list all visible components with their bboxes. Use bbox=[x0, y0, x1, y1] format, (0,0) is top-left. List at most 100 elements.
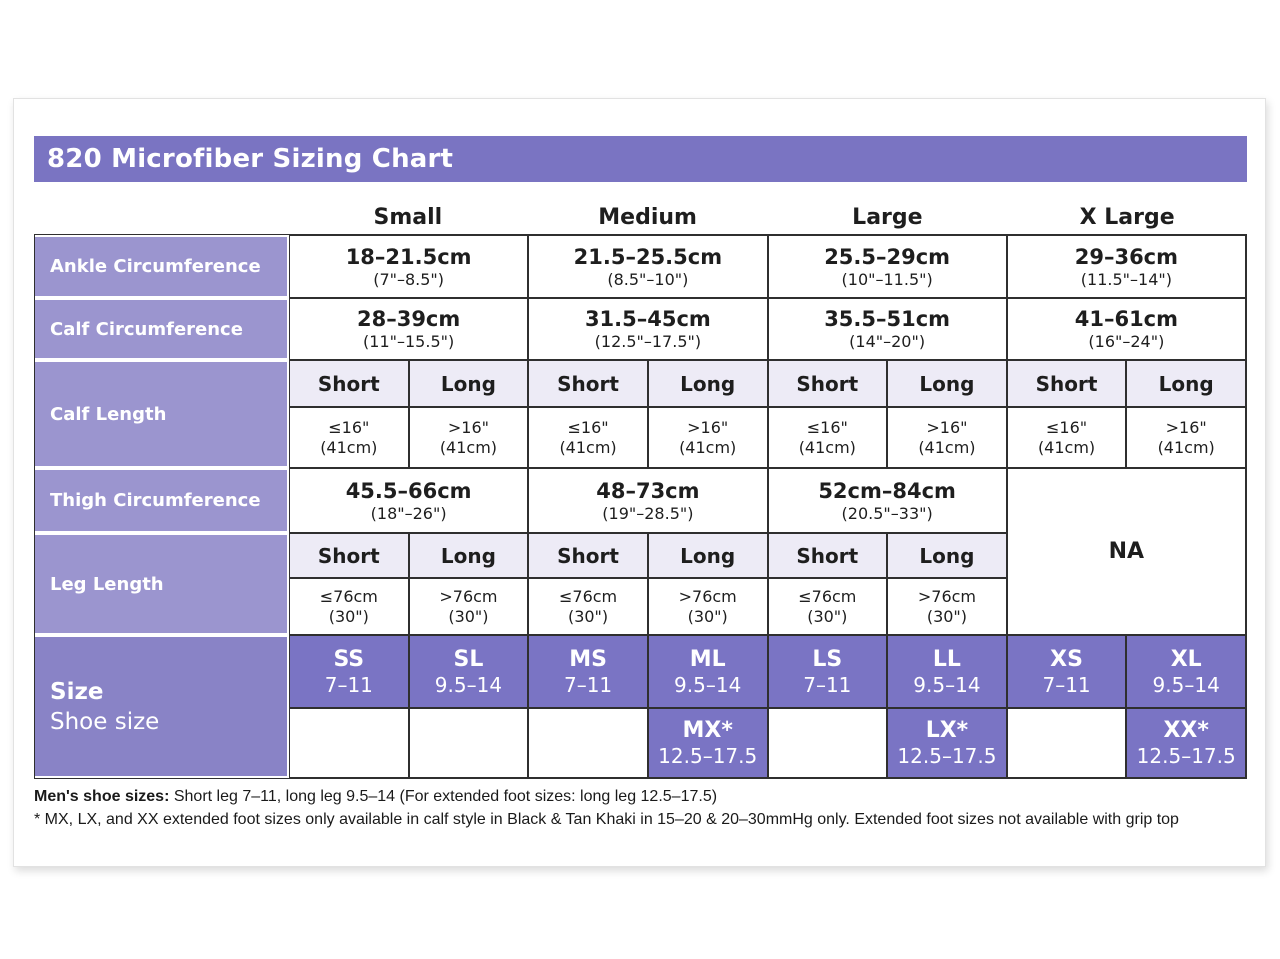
chart-title: 820 Microfiber Sizing Chart bbox=[47, 144, 454, 174]
leglen-medium-long-header: Long bbox=[647, 533, 768, 578]
ankle-xlarge-cm: 29–36cm bbox=[1074, 244, 1179, 269]
size-label-line1: Size bbox=[50, 678, 104, 705]
leglen-value: ≤76cm bbox=[798, 586, 857, 606]
cell-ext-empty-1 bbox=[289, 708, 409, 778]
calflen-large-short-value: ≤16" (41cm) bbox=[767, 407, 888, 468]
footnote-rest: Short leg 7–11, long leg 9.5–14 (For ext… bbox=[169, 788, 718, 805]
calflen-sub: (41cm) bbox=[798, 437, 856, 457]
sizing-table: Ankle Circumference 18–21.5cm (7"–8.5") … bbox=[34, 234, 1247, 779]
ankle-xlarge-in: (11.5"–14") bbox=[1080, 269, 1172, 289]
cell-size-ls: LS 7–11 bbox=[767, 635, 888, 708]
calflen-value: >16" bbox=[1165, 417, 1207, 437]
ankle-medium-in: (8.5"–10") bbox=[607, 269, 689, 289]
calflen-large-long-header: Long bbox=[887, 360, 1007, 407]
leglen-value: >76cm bbox=[439, 586, 498, 606]
ext-range: 12.5–17.5 bbox=[658, 744, 758, 768]
cell-calfcirc-xlarge: 41–61cm (16"–24") bbox=[1006, 298, 1246, 360]
cell-ext-empty-4 bbox=[767, 708, 888, 778]
leglen-large-long-value: >76cm (30") bbox=[887, 578, 1007, 635]
cell-ext-mx: MX* 12.5–17.5 bbox=[647, 708, 768, 778]
size-range: 7–11 bbox=[563, 672, 613, 697]
calflen-small-long-value: >16" (41cm) bbox=[408, 407, 529, 468]
calfcirc-xlarge-in: (16"–24") bbox=[1088, 332, 1165, 351]
leglen-small-long-header: Long bbox=[408, 533, 529, 578]
calflen-medium-long-header: Long bbox=[647, 360, 768, 407]
ankle-small-cm: 18–21.5cm bbox=[345, 244, 472, 269]
calflen-value: ≤16" bbox=[328, 417, 370, 437]
chart-title-bar: 820 Microfiber Sizing Chart bbox=[34, 136, 1247, 182]
size-code: MS bbox=[569, 646, 607, 672]
calflen-medium-short-header: Short bbox=[528, 360, 648, 407]
cell-ext-empty-5 bbox=[1006, 708, 1127, 778]
thigh-medium-cm: 48–73cm bbox=[596, 478, 700, 503]
cell-size-xs: XS 7–11 bbox=[1006, 635, 1127, 708]
calflen-medium-long-value: >16" (41cm) bbox=[647, 407, 768, 468]
leglen-value: >76cm bbox=[678, 586, 737, 606]
ankle-small-in: (7"–8.5") bbox=[373, 269, 445, 289]
cell-size-ss: SS 7–11 bbox=[289, 635, 409, 708]
leglen-medium-short-value: ≤76cm (30") bbox=[528, 578, 648, 635]
size-range: 7–11 bbox=[324, 672, 373, 697]
calflen-sub: (41cm) bbox=[679, 437, 737, 457]
cell-thigh-large: 52cm–84cm (20.5"–33") bbox=[767, 468, 1007, 533]
row-label-calf-length-text: Calf Length bbox=[35, 362, 287, 466]
ext-code: LX* bbox=[925, 718, 969, 743]
calflen-sub: (41cm) bbox=[320, 437, 378, 457]
leglen-large-short-value: ≤76cm (30") bbox=[767, 578, 888, 635]
calflen-large-short-header: Short bbox=[767, 360, 888, 407]
leglen-sub: (30") bbox=[807, 606, 848, 626]
ext-range: 12.5–17.5 bbox=[897, 744, 997, 768]
row-label-calf-length: Calf Length bbox=[35, 360, 289, 468]
size-range: 9.5–14 bbox=[913, 672, 981, 697]
cell-xlarge-na: NA bbox=[1006, 468, 1246, 635]
row-label-ankle: Ankle Circumference bbox=[35, 235, 289, 298]
column-header-small: Small bbox=[373, 205, 443, 230]
row-label-size-text: Size Shoe size bbox=[35, 637, 287, 776]
column-headers-row: Small Medium Large X Large bbox=[34, 196, 1247, 234]
calflen-value: ≤16" bbox=[1046, 417, 1088, 437]
calflen-sub: (41cm) bbox=[1037, 437, 1096, 457]
calflen-xlarge-short-value: ≤16" (41cm) bbox=[1006, 407, 1127, 468]
thigh-small-cm: 45.5–66cm bbox=[345, 478, 472, 503]
ankle-large-in: (10"–11.5") bbox=[841, 269, 933, 289]
size-code: SL bbox=[453, 646, 484, 672]
size-code: ML bbox=[689, 646, 726, 672]
leglen-value: ≤76cm bbox=[319, 586, 378, 606]
calfcirc-small-cm: 28–39cm bbox=[356, 307, 461, 331]
corner-spacer bbox=[34, 196, 288, 234]
cell-ext-xx: XX* 12.5–17.5 bbox=[1126, 708, 1246, 778]
calflen-xlarge-long-header: Long bbox=[1126, 360, 1246, 407]
calfcirc-medium-in: (12.5"–17.5") bbox=[594, 332, 702, 351]
ext-code: MX* bbox=[682, 718, 733, 743]
cell-calfcirc-small: 28–39cm (11"–15.5") bbox=[289, 298, 529, 360]
calflen-value: >16" bbox=[926, 417, 968, 437]
leglen-small-short-header: Short bbox=[289, 533, 409, 578]
row-label-ankle-text: Ankle Circumference bbox=[35, 237, 287, 296]
leglen-sub: (30") bbox=[448, 606, 489, 626]
size-label-line2: Shoe size bbox=[50, 708, 160, 735]
cell-calfcirc-medium: 31.5–45cm (12.5"–17.5") bbox=[528, 298, 768, 360]
calfcirc-large-cm: 35.5–51cm bbox=[824, 307, 951, 331]
ext-code: XX* bbox=[1163, 718, 1209, 743]
thigh-large-in: (20.5"–33") bbox=[841, 503, 933, 523]
cell-ankle-medium: 21.5–25.5cm (8.5"–10") bbox=[528, 235, 768, 298]
calflen-small-short-header: Short bbox=[289, 360, 409, 407]
leglen-sub: (30") bbox=[328, 606, 369, 626]
cell-size-xl: XL 9.5–14 bbox=[1126, 635, 1246, 708]
leglen-large-short-header: Short bbox=[767, 533, 888, 578]
cell-ankle-large: 25.5–29cm (10"–11.5") bbox=[767, 235, 1007, 298]
thigh-medium-in: (19"–28.5") bbox=[602, 503, 694, 523]
sizing-chart-card: 820 Microfiber Sizing Chart Small Medium… bbox=[13, 98, 1266, 867]
size-code: SS bbox=[333, 646, 365, 672]
footnote-extended-sizes: * MX, LX, and XX extended foot sizes onl… bbox=[34, 811, 1179, 828]
calflen-value: >16" bbox=[447, 417, 489, 437]
row-label-leg-length-text: Leg Length bbox=[35, 535, 287, 633]
calfcirc-medium-cm: 31.5–45cm bbox=[584, 307, 711, 331]
size-range: 7–11 bbox=[803, 672, 852, 697]
column-header-large: Large bbox=[852, 205, 923, 230]
leglen-sub: (30") bbox=[926, 606, 968, 626]
cell-size-ms: MS 7–11 bbox=[528, 635, 648, 708]
leglen-value: >76cm bbox=[917, 586, 977, 606]
column-header-xlarge: X Large bbox=[1079, 205, 1175, 230]
row-label-size: Size Shoe size bbox=[35, 635, 289, 778]
